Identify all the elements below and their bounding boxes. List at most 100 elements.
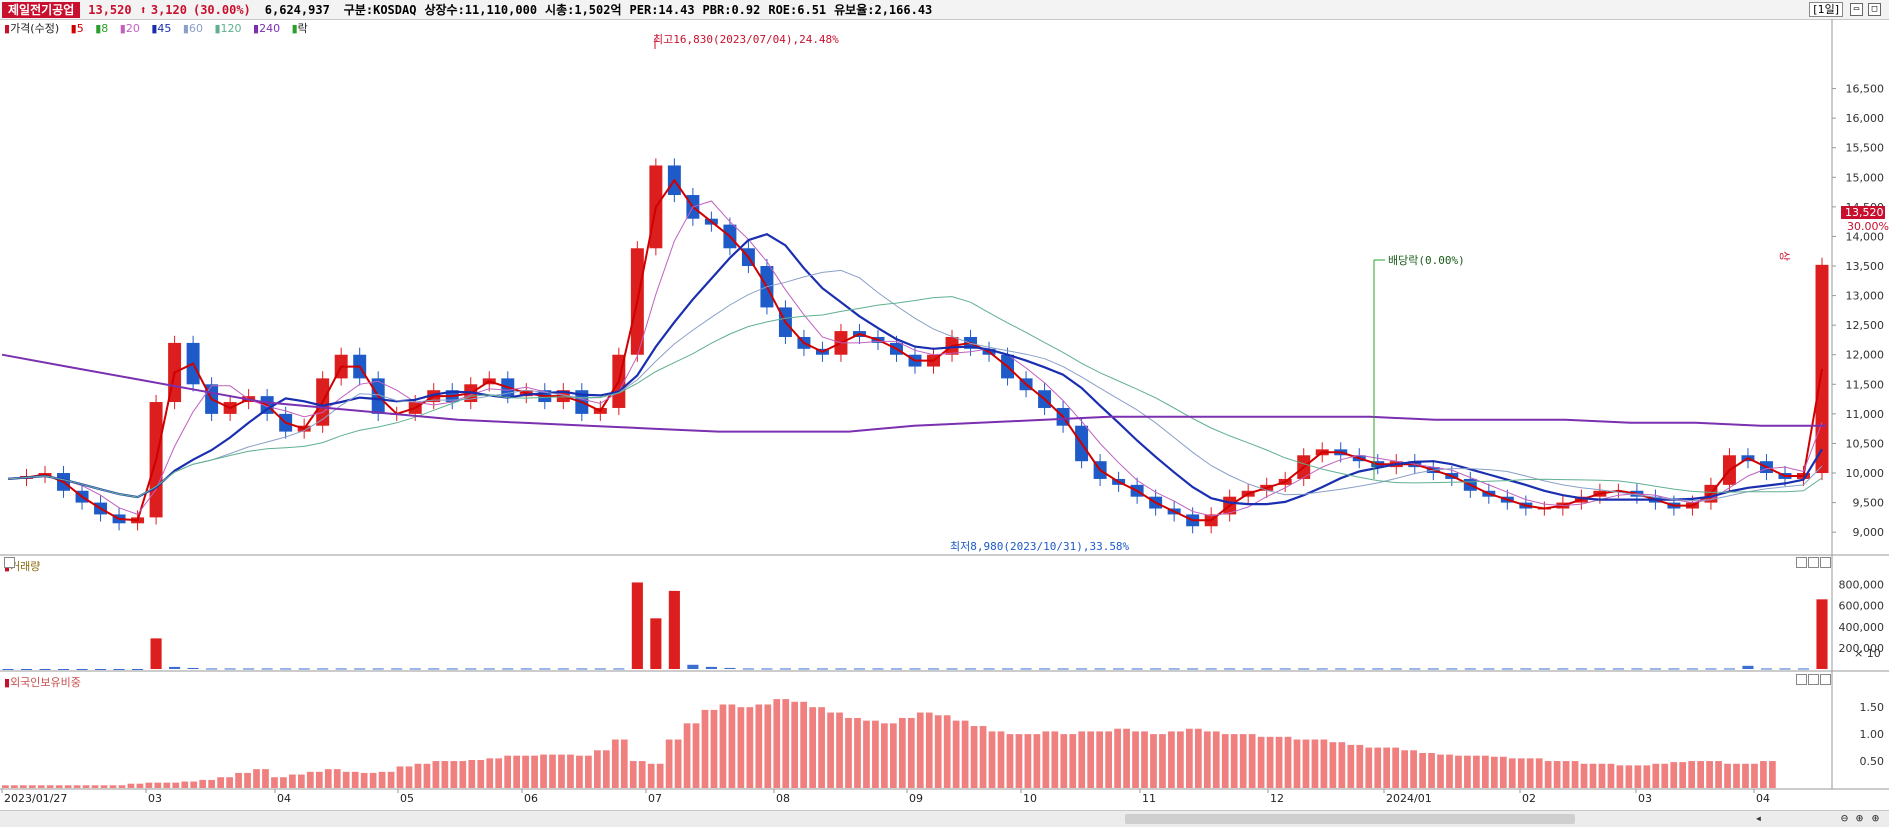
foreign-ratio-bar: [459, 761, 467, 788]
volume-bar: [317, 668, 329, 670]
volume-value: 6,624,937: [264, 2, 330, 17]
foreign-ratio-bar: [531, 755, 538, 788]
foreign-panel-maximize-icon[interactable]: [1808, 674, 1819, 685]
volume-panel-maximize-icon[interactable]: [1808, 557, 1819, 568]
stock-chart[interactable]: 16,50016,00015,50015,00014,50014,00013,5…: [0, 19, 1889, 811]
volume-bar: [742, 668, 754, 670]
moving-average-240-line: [1, 353, 1826, 433]
legend-ex-dividend[interactable]: ▮락: [291, 22, 308, 35]
volume-bar: [1594, 668, 1606, 670]
foreign-ratio-bar: [46, 785, 54, 788]
up-arrow-icon: ⬆: [139, 2, 147, 17]
chart-scrollbar[interactable]: ◂ ⊖ ⊕ ⊕: [0, 810, 1889, 827]
foreign-ratio-bar: [199, 779, 207, 788]
foreign-ratio-bar: [1194, 728, 1202, 788]
foreign-ratio-bar: [728, 704, 736, 788]
volume-panel-close-icon[interactable]: [1820, 557, 1831, 568]
volume-bar: [872, 668, 884, 670]
foreign-ratio-bar: [1221, 734, 1229, 788]
foreign-ratio-bar: [1410, 750, 1417, 788]
foreign-panel-title[interactable]: ▮외국인보유비중: [4, 676, 81, 689]
low-annotation: 최저8,980(2023/10/31),33.58%: [950, 540, 1130, 553]
foreign-ratio-bar: [1607, 763, 1615, 788]
stock-name[interactable]: 제일전기공업: [2, 1, 81, 18]
foreign-ratio-bar: [1526, 758, 1534, 788]
zoom-out-icon[interactable]: ⊖: [1840, 811, 1849, 825]
foreign-ratio-bar: [791, 701, 799, 788]
legend-ma8[interactable]: ▮8: [95, 22, 109, 35]
legend-price[interactable]: ▮가격(수정): [4, 22, 60, 35]
volume-bar: [1187, 668, 1199, 670]
volume-bar: [94, 669, 107, 670]
volume-panel-minimize-icon[interactable]: [1796, 557, 1807, 568]
zoom-reset-icon[interactable]: ⊕: [1855, 811, 1864, 825]
volume-bar: [169, 666, 181, 669]
foreign-ratio-bar: [1051, 731, 1059, 788]
legend-ma60[interactable]: ▮60: [182, 22, 203, 35]
price-axis-label: 13,000: [1846, 290, 1885, 303]
volume-bar: [1501, 668, 1513, 670]
foreign-ratio-bar: [1464, 755, 1471, 788]
foreign-ratio-bar: [1517, 758, 1525, 788]
volume-bar: [465, 668, 477, 670]
foreign-ratio-bar: [1203, 731, 1211, 788]
volume-bar: [1557, 668, 1569, 670]
dividend-annotation: 배당락(0.00%): [1388, 254, 1465, 267]
foreign-ratio-bar: [441, 761, 449, 788]
period-selector[interactable]: [1일]: [1809, 2, 1843, 17]
foreign-ratio-bar: [1186, 728, 1193, 788]
legend-ma240[interactable]: ▮240: [253, 22, 281, 35]
legend-ma5[interactable]: ▮5: [70, 22, 84, 35]
volume-bar: [927, 668, 940, 670]
foreign-panel-minimize-icon[interactable]: [1796, 674, 1807, 685]
volume-bar: [1150, 668, 1162, 670]
moving-average-line: [7, 178, 1823, 522]
volume-bar: [798, 668, 810, 670]
foreign-ratio-bar: [1733, 763, 1740, 788]
price-axis-label: 10,000: [1846, 467, 1885, 480]
volume-bar: [1242, 668, 1254, 670]
foreign-ratio-bar: [943, 715, 951, 788]
foreign-ratio-bar: [136, 783, 144, 788]
foreign-ratio-bar: [504, 755, 512, 788]
scrollbar-thumb[interactable]: [1125, 814, 1575, 824]
date-axis-label: 02: [1522, 792, 1536, 805]
volume-bar: [1520, 668, 1532, 670]
volume-bar: [594, 668, 606, 670]
volume-bar: [724, 667, 736, 669]
volume-bar: [909, 668, 921, 670]
foreign-ratio-bar: [809, 707, 816, 788]
minimize-icon[interactable]: ▭: [1850, 3, 1863, 16]
upper-limit-marker: 상: [1778, 251, 1791, 261]
volume-bar: [816, 668, 829, 670]
zoom-in-icon[interactable]: ⊕: [1871, 811, 1880, 825]
foreign-ratio-bar: [486, 758, 494, 788]
price-axis-label: 12,000: [1846, 349, 1885, 362]
price-axis-label: 9,000: [1853, 526, 1885, 539]
legend-ma120[interactable]: ▮120: [214, 22, 242, 35]
volume-bar: [520, 668, 532, 670]
foreign-ratio-bar: [979, 726, 987, 788]
foreign-ratio-bar: [970, 726, 978, 788]
maximize-icon[interactable]: □: [1868, 3, 1881, 16]
volume-bar: [2, 669, 14, 670]
foreign-panel-close-icon[interactable]: [1820, 674, 1831, 685]
foreign-ratio-bar: [226, 777, 233, 788]
volume-bar: [1409, 668, 1421, 670]
volume-panel-menu-icon[interactable]: [4, 557, 15, 568]
foreign-ratio-bar: [1544, 761, 1552, 788]
foreign-ratio-bar: [818, 707, 825, 788]
foreign-ratio-bar: [863, 720, 870, 788]
volume-bar: [1298, 668, 1310, 670]
foreign-ratio-bar: [154, 782, 162, 788]
scroll-left-icon[interactable]: ◂: [1754, 811, 1763, 825]
legend-ma20[interactable]: ▮20: [119, 22, 140, 35]
legend-ma45[interactable]: ▮45: [151, 22, 172, 35]
price-axis-label: 14,000: [1846, 230, 1885, 243]
foreign-ratio-bar: [1769, 761, 1776, 788]
market-type: 구분:KOSDAQ: [343, 3, 417, 17]
foreign-ratio-bar: [1652, 763, 1660, 788]
foreign-ratio-bar: [10, 785, 18, 788]
volume-bar: [502, 668, 514, 670]
foreign-ratio-bar: [244, 772, 251, 788]
